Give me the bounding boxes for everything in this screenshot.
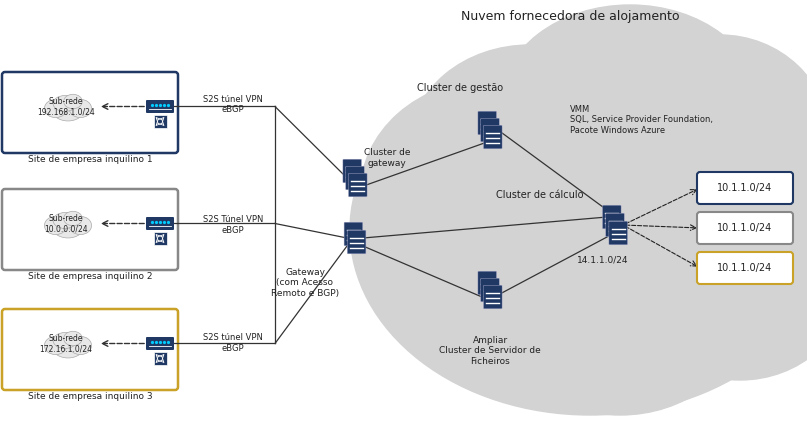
Ellipse shape [53, 212, 77, 228]
FancyBboxPatch shape [2, 309, 178, 390]
Ellipse shape [64, 331, 82, 346]
FancyBboxPatch shape [146, 337, 174, 350]
FancyBboxPatch shape [343, 159, 362, 183]
Text: Cluster de
gateway: Cluster de gateway [364, 148, 410, 168]
Text: 10.1.1.0/24: 10.1.1.0/24 [717, 183, 772, 193]
FancyBboxPatch shape [606, 213, 625, 237]
Text: Cluster de gestão: Cluster de gestão [417, 83, 503, 93]
FancyBboxPatch shape [697, 172, 793, 204]
Ellipse shape [52, 217, 83, 238]
Ellipse shape [52, 100, 83, 121]
FancyBboxPatch shape [483, 285, 502, 309]
Ellipse shape [630, 180, 807, 380]
FancyBboxPatch shape [2, 189, 178, 270]
Text: Site de empresa inquilino 2: Site de empresa inquilino 2 [27, 272, 153, 281]
Ellipse shape [400, 210, 600, 390]
Ellipse shape [44, 99, 67, 118]
Ellipse shape [410, 45, 650, 245]
Ellipse shape [500, 225, 740, 415]
FancyBboxPatch shape [146, 217, 174, 230]
Text: S2S túnel VPN
eBGP: S2S túnel VPN eBGP [203, 94, 263, 114]
Text: 10.1.1.0/24: 10.1.1.0/24 [717, 223, 772, 233]
FancyBboxPatch shape [153, 352, 166, 365]
FancyBboxPatch shape [603, 205, 621, 229]
FancyBboxPatch shape [478, 271, 496, 295]
Text: Site de empresa inquilino 1: Site de empresa inquilino 1 [27, 155, 153, 164]
Ellipse shape [69, 336, 91, 354]
Text: 14.1.1.0/24: 14.1.1.0/24 [577, 255, 629, 264]
FancyBboxPatch shape [609, 221, 628, 245]
Ellipse shape [52, 337, 83, 358]
Ellipse shape [610, 35, 807, 245]
Text: S2S túnel VPN
eBGP: S2S túnel VPN eBGP [203, 333, 263, 353]
Ellipse shape [64, 211, 82, 226]
Text: Sub-rede
172.16.1.0/24: Sub-rede 172.16.1.0/24 [40, 334, 93, 353]
Ellipse shape [350, 45, 807, 415]
Ellipse shape [53, 332, 77, 349]
FancyBboxPatch shape [344, 222, 362, 246]
Text: 10.1.1.0/24: 10.1.1.0/24 [717, 263, 772, 273]
FancyBboxPatch shape [460, 130, 780, 330]
Text: S2S Túnel VPN
eBGP: S2S Túnel VPN eBGP [203, 215, 263, 235]
Text: VMM
SQL, Service Provider Foundation,
Pacote Windows Azure: VMM SQL, Service Provider Foundation, Pa… [570, 105, 713, 135]
FancyBboxPatch shape [478, 111, 496, 135]
FancyBboxPatch shape [481, 118, 500, 142]
Ellipse shape [660, 105, 807, 305]
Text: Gateway
(com Acesso
Remoto e BGP): Gateway (com Acesso Remoto e BGP) [271, 268, 339, 298]
FancyBboxPatch shape [697, 212, 793, 244]
Ellipse shape [69, 99, 91, 118]
Text: Sub-rede
10.0.0.0/24: Sub-rede 10.0.0.0/24 [44, 214, 88, 233]
Ellipse shape [500, 5, 760, 205]
FancyBboxPatch shape [347, 230, 366, 254]
Text: Ampliar
Cluster de Servidor de
Ficheiros: Ampliar Cluster de Servidor de Ficheiros [439, 336, 541, 366]
Ellipse shape [53, 96, 77, 112]
FancyBboxPatch shape [153, 232, 166, 245]
Ellipse shape [64, 94, 82, 109]
Text: Sub-rede
192.168.1.0/24: Sub-rede 192.168.1.0/24 [37, 97, 95, 116]
FancyBboxPatch shape [483, 125, 502, 149]
Text: Nuvem fornecedora de alojamento: Nuvem fornecedora de alojamento [461, 10, 679, 23]
FancyBboxPatch shape [153, 115, 166, 128]
FancyBboxPatch shape [146, 100, 174, 113]
FancyBboxPatch shape [2, 72, 178, 153]
Ellipse shape [69, 217, 91, 235]
Ellipse shape [44, 336, 67, 354]
Text: Cluster de cálculo: Cluster de cálculo [496, 190, 583, 200]
Ellipse shape [360, 80, 620, 310]
FancyBboxPatch shape [481, 278, 500, 302]
FancyBboxPatch shape [345, 166, 364, 190]
Text: Site de empresa inquilino 3: Site de empresa inquilino 3 [27, 392, 153, 401]
FancyBboxPatch shape [349, 173, 367, 197]
Ellipse shape [44, 217, 67, 235]
FancyBboxPatch shape [697, 252, 793, 284]
